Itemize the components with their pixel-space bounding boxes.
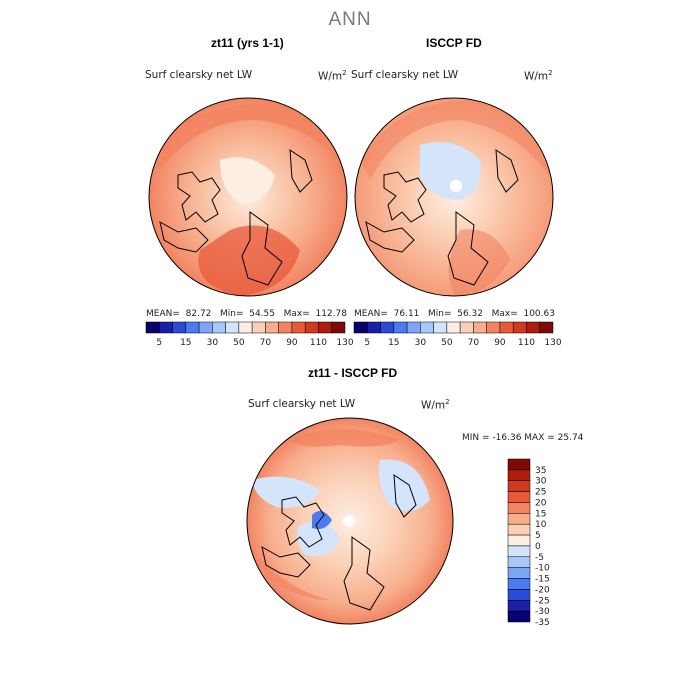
colorbar-swatch (507, 545, 531, 558)
unit-label-obs: W/m2 (524, 69, 553, 83)
colorbar-swatch (278, 321, 293, 334)
colorbar-model: 5 15 30 50 70 90 110 130 (145, 321, 354, 348)
polar-map-obs (354, 97, 554, 297)
colorbar-swatch (507, 469, 531, 481)
polar-map-diff (246, 417, 454, 625)
colorbar-tick-label: 30 (207, 338, 219, 348)
colorbar-swatch (507, 600, 531, 612)
colorbar-swatch (353, 321, 368, 334)
colorbar-swatch (507, 480, 531, 492)
colorbar-tick-label: 35 (535, 466, 546, 476)
colorbar-swatch (212, 321, 226, 334)
colorbar-swatch (291, 321, 306, 334)
colorbar-tick-label: 15 (388, 338, 399, 348)
colorbar-swatch (507, 458, 531, 471)
colorbar-swatch (499, 321, 514, 334)
colorbar-tick-label: 30 (415, 338, 427, 348)
colorbar-swatch (393, 321, 408, 334)
colorbar-tick-label: -15 (535, 575, 550, 585)
colorbar-tick-label: -30 (535, 607, 550, 617)
colorbar-tick-label: 15 (180, 338, 191, 348)
colorbar-swatch (526, 321, 540, 334)
stats-obs: MEAN= 76.11 Min= 56.32 Max= 100.63 (354, 309, 555, 319)
colorbar-tick-label: 90 (286, 338, 298, 348)
panel-title-obs: ISCCP FD (426, 36, 482, 50)
colorbar-swatch (198, 321, 213, 334)
colorbar-swatch (318, 321, 332, 334)
colorbar-swatch (251, 321, 266, 334)
unit-label-diff: W/m2 (421, 398, 450, 412)
polar-map-model (148, 97, 348, 297)
colorbar-swatch (507, 578, 531, 590)
colorbar-tick-label: 50 (441, 338, 453, 348)
colorbar-swatch (304, 321, 319, 334)
colorbar-swatch (265, 321, 279, 334)
colorbar-swatch (225, 321, 240, 334)
colorbar-tick-label: 110 (310, 338, 327, 348)
colorbar-tick-label: 5 (535, 531, 541, 541)
colorbar-swatch (486, 321, 501, 334)
colorbar-swatch (446, 321, 461, 334)
colorbar-swatch (512, 321, 527, 334)
stats-diff: MIN = -16.36 MAX = 25.74 (462, 433, 584, 443)
colorbar-tick-label: 50 (233, 338, 245, 348)
colorbar-tick-label: 5 (364, 338, 370, 348)
figure-title: ANN (328, 9, 372, 30)
colorbar-swatch (185, 321, 200, 334)
colorbar-swatch (507, 610, 531, 623)
colorbar-obs: 5 15 30 50 70 90 110 130 (353, 321, 562, 348)
colorbar-swatch (159, 321, 173, 334)
colorbar-swatch (507, 589, 531, 601)
colorbar-swatch (367, 321, 381, 334)
colorbar-swatch (331, 321, 346, 334)
colorbar-swatch (238, 321, 253, 334)
variable-label-obs: Surf clearsky net LW (351, 69, 459, 81)
colorbar-tick-label: 30 (535, 477, 547, 487)
colorbar-swatch (145, 321, 160, 334)
colorbar-tick-label: -25 (535, 596, 550, 606)
colorbar-tick-label: -5 (535, 553, 544, 563)
colorbar-tick-label: -10 (535, 564, 550, 574)
colorbar-tick-label: 70 (468, 338, 480, 348)
colorbar-tick-label: 70 (260, 338, 272, 348)
colorbar-tick-label: 90 (494, 338, 506, 348)
colorbar-tick-label: 0 (535, 542, 541, 552)
colorbar-tick-label: 110 (518, 338, 535, 348)
colorbar-tick-label: 130 (336, 338, 353, 348)
panel-title-model: zt11 (yrs 1-1) (211, 36, 284, 50)
colorbar-tick-label: -20 (535, 585, 550, 595)
colorbar-swatch (539, 321, 554, 334)
unit-label-model: W/m2 (318, 69, 347, 83)
colorbar-swatch (473, 321, 487, 334)
colorbar-tick-label: 25 (535, 488, 546, 498)
colorbar-swatch (420, 321, 434, 334)
panel-title-diff: zt11 - ISCCP FD (308, 366, 398, 380)
colorbar-tick-label: 5 (156, 338, 162, 348)
colorbar-swatch (507, 556, 531, 568)
stats-model: MEAN= 82.72 Min= 54.55 Max= 112.78 (146, 309, 347, 319)
colorbar-swatch (406, 321, 421, 334)
colorbar-swatch (172, 321, 187, 334)
colorbar-swatch (380, 321, 395, 334)
colorbar-swatch (433, 321, 448, 334)
colorbar-swatch (507, 523, 531, 536)
colorbar-tick-label: 130 (544, 338, 561, 348)
colorbar-tick-label: 15 (535, 509, 546, 519)
colorbar-tick-label: 20 (535, 498, 547, 508)
colorbar-swatch (507, 567, 531, 579)
colorbar-swatch (507, 502, 531, 514)
colorbar-swatch (507, 513, 531, 525)
variable-label-model: Surf clearsky net LW (145, 69, 253, 81)
colorbar-tick-label: -35 (535, 618, 550, 628)
variable-label-diff: Surf clearsky net LW (248, 398, 356, 410)
colorbar-tick-label: 10 (535, 520, 547, 530)
colorbar-swatch (459, 321, 474, 334)
colorbar-swatch (507, 534, 531, 547)
colorbar-swatch (507, 491, 531, 503)
